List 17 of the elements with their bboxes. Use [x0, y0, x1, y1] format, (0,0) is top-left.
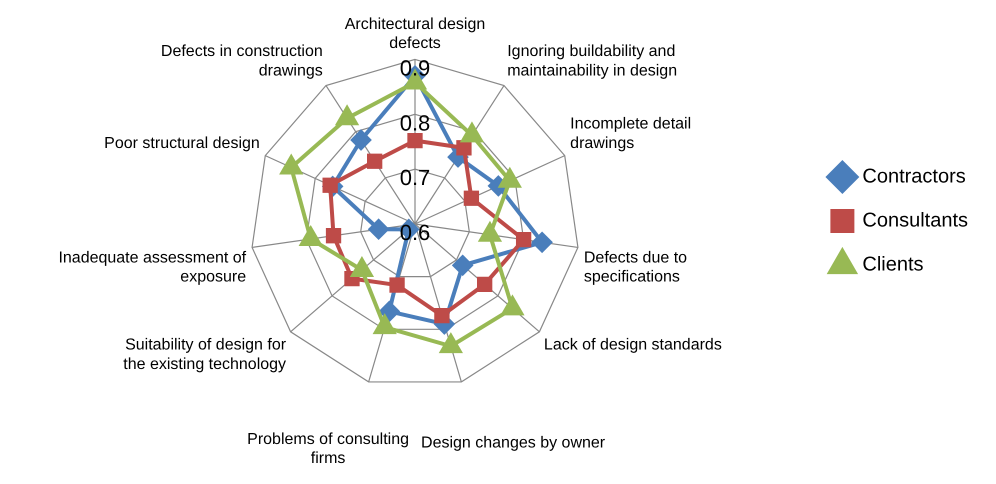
y-tick-label: 0.7: [400, 165, 430, 190]
spoke-label: Incomplete detail drawings: [570, 116, 692, 152]
legend-label: Clients: [862, 254, 924, 276]
spoke-label: Architectural design defects: [344, 16, 486, 52]
spoke-label: Defects in construction drawings: [160, 43, 323, 80]
spoke-label: Lack of design standards: [544, 336, 722, 354]
spoke-label: Problems of consulting firms: [247, 430, 409, 468]
y-tick-label: 0.8: [400, 110, 430, 136]
spoke-label: Suitability of design for the existing technology: [123, 336, 287, 373]
spoke-label: Design changes by owner: [421, 434, 606, 452]
legend-label: Consultants: [862, 210, 968, 232]
legend-label: Contractors: [862, 166, 966, 188]
spoke-label: Defects due to specifications: [584, 249, 688, 286]
spoke-label: Inadequate assessment of exposure: [58, 249, 247, 286]
spoke-label: Poor structural design: [104, 134, 260, 152]
y-tick-label: 0.9: [400, 55, 430, 80]
spoke-label: Ignoring buildability and maintainability in design: [507, 43, 678, 80]
